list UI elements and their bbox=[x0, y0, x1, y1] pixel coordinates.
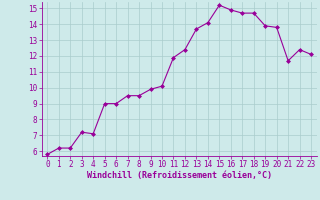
X-axis label: Windchill (Refroidissement éolien,°C): Windchill (Refroidissement éolien,°C) bbox=[87, 171, 272, 180]
